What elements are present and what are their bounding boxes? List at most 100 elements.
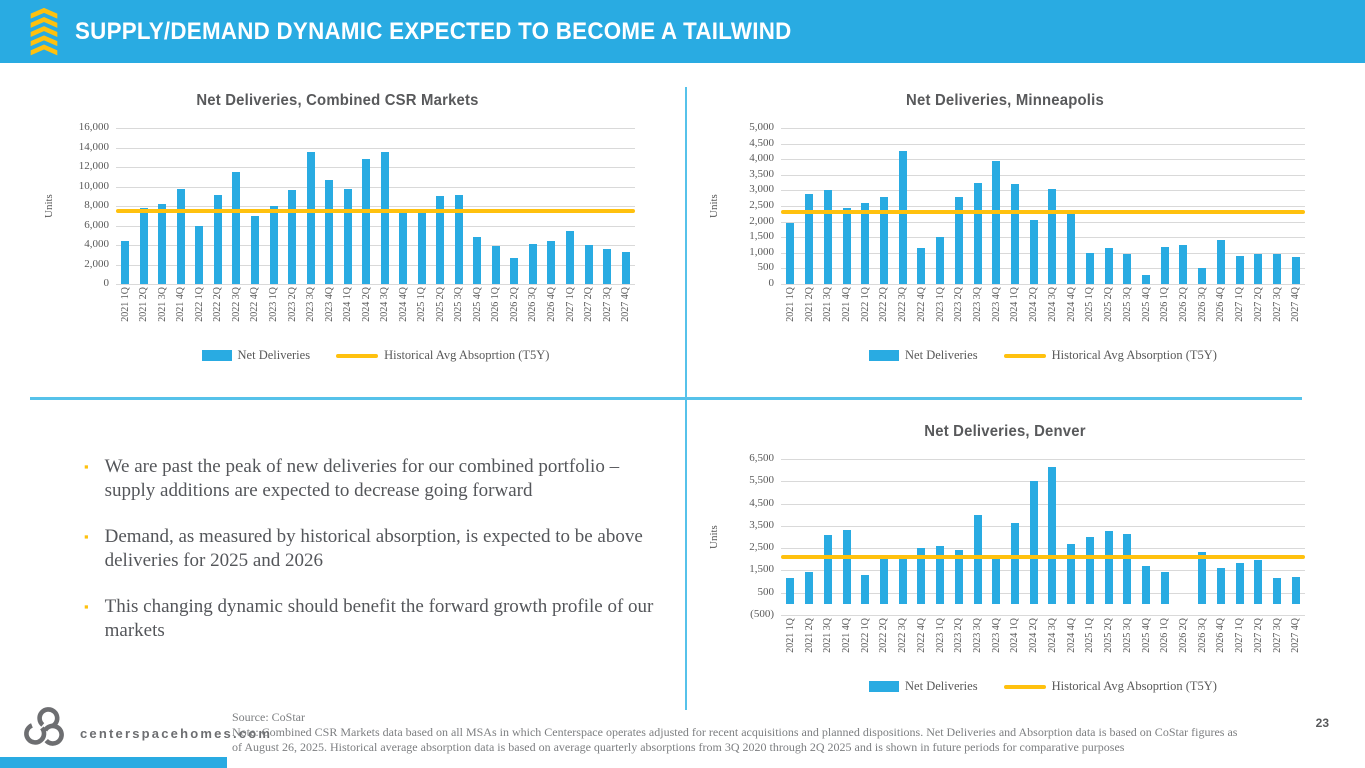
y-tick-label: 5,000 [749,121,774,133]
x-tick-label: 2025 3Q [1121,287,1133,322]
legend-item: Net Deliveries [869,679,978,694]
net-deliveries-bar [805,571,814,604]
x-tick: 2023 4Q [987,287,1006,343]
bar-series [781,128,1305,284]
x-tick-label: 2024 2Q [360,287,372,322]
net-deliveries-bar [1291,257,1300,284]
x-tick: 2027 1Q [561,287,580,343]
gridline [781,128,1305,129]
y-tick-label: 4,000 [749,152,774,165]
x-tick: 2022 1Q [856,287,875,343]
bar-slot [1155,128,1174,284]
y-tick-label: 2,000 [84,257,109,270]
y-tick-label: 4,000 [84,238,109,250]
bar-slot [1118,459,1137,615]
x-tick: 2026 4Q [1212,618,1231,674]
net-deliveries-bar [1123,253,1132,284]
bar-slot [116,128,135,284]
net-deliveries-swatch [869,681,900,692]
bar-slot [781,459,800,615]
bar-slot [1174,128,1193,284]
chart-title: Net Deliveries, Combined CSR Markets [196,92,479,109]
bar-slot [542,128,561,284]
x-tick: 2021 1Q [781,287,800,343]
legend-label: Historical Avg Absorption (T5Y) [1051,348,1217,362]
net-deliveries-bar [1067,213,1076,284]
bar-slot [931,459,950,615]
x-tick: 2023 1Q [264,287,283,343]
x-tick-label: 2022 2Q [878,287,890,322]
bar-slot [431,128,450,284]
legend-item: Historical Avg Absoprtion (T5Y) [336,348,549,363]
gridline [781,237,1305,239]
bar-slot [338,128,357,284]
net-deliveries-bar [232,171,241,284]
x-tick: 2023 2Q [283,287,302,343]
legend-label: Net Deliveries [905,679,978,693]
net-deliveries-bar [1179,245,1188,284]
net-deliveries-bar [861,202,870,284]
bar-slot [1137,128,1156,284]
net-deliveries-bar [1085,537,1094,604]
net-deliveries-bar [547,241,556,284]
x-tick: 2025 2Q [431,287,450,343]
net-deliveries-bar [269,206,278,284]
x-tick: 2021 2Q [800,287,819,343]
x-tick-label: 2023 1Q [934,618,946,653]
x-tick: 2025 3Q [1118,287,1137,343]
historical-avg-absorption-line [781,555,1305,560]
net-deliveries-bar [1010,184,1019,284]
bar-slot [1099,459,1118,615]
x-tick: 2023 2Q [949,618,968,674]
x-tick-label: 2026 3Q [527,287,539,322]
x-tick: 2023 3Q [968,287,987,343]
net-deliveries-bar [380,152,389,284]
y-axis: 5,000 4,500 4,000 3,500 3,000 2,500 2,000 1,500… [723,121,781,289]
x-tick: 2027 1Q [1230,618,1249,674]
x-tick: 2023 4Q [987,618,1006,674]
x-tick-label: 2027 4Q [1290,287,1302,322]
footnotes: Source: CoStar Note: Combined CSR Market… [232,710,1244,755]
bar-slot [394,128,413,284]
bar-slot [818,128,837,284]
bar-slot [1006,459,1025,615]
x-tick: 2025 1Q [1081,287,1100,343]
net-deliveries-bar [1067,543,1076,604]
net-deliveries-bar [195,225,204,284]
x-tick-label: 2023 3Q [305,287,317,322]
x-tick-label: 2022 4Q [249,287,261,322]
y-tick-label: 6,000 [84,218,109,231]
bar-slot [1006,128,1025,284]
net-deliveries-bar [158,204,167,284]
net-deliveries-bar [1254,560,1263,604]
x-tick: 2023 1Q [931,618,950,674]
net-deliveries-bar [566,231,575,284]
gridline [781,503,1305,505]
x-tick-label: 2026 3Q [1196,618,1208,653]
net-deliveries-bar [954,196,963,284]
x-tick-label: 2024 3Q [1046,618,1058,653]
x-tick: 2022 1Q [856,618,875,674]
x-tick-label: 2025 3Q [1121,618,1133,653]
bar-slot [1062,128,1081,284]
bar-slot [616,128,635,284]
x-tick: 2022 2Q [875,618,894,674]
y-tick-label: (500) [750,608,774,620]
x-tick: 2022 3Q [227,287,246,343]
bar-slot [856,128,875,284]
x-tick: 2021 1Q [781,618,800,674]
chart-legend: Net Deliveries Historical Avg Absorption … [781,348,1305,363]
x-tick: 2027 3Q [1268,287,1287,343]
x-tick-label: 2027 4Q [1290,618,1302,653]
x-tick: 2027 2Q [1249,618,1268,674]
bar-slot [987,459,1006,615]
x-axis: 2021 1Q 2021 2Q 2021 3Q 2021 4Q 2022 1Q 2022 … [781,618,1305,674]
net-deliveries-bar [1085,252,1094,284]
chart-legend: Net Deliveries Historical Avg Absoprtion … [781,679,1305,694]
bullet-text: We are past the peak of new deliveries f… [104,456,620,501]
bar-slot [968,459,987,615]
legend-item: Historical Avg Absorption (T5Y) [1003,348,1217,363]
x-tick-label: 2024 1Q [1009,287,1021,322]
bar-slot [800,459,819,615]
